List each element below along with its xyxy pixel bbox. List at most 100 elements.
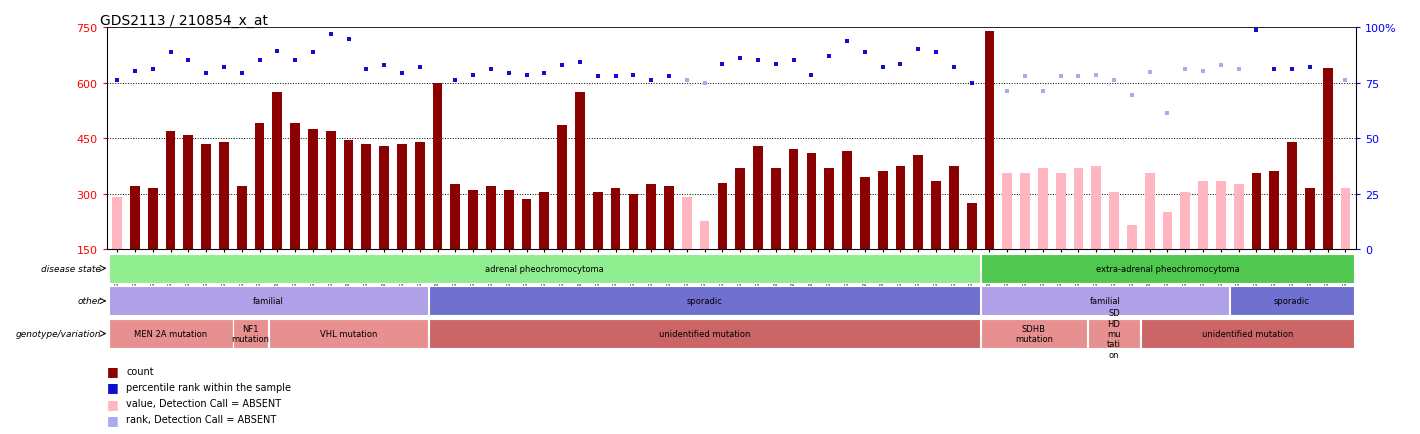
Bar bbox=[807, 154, 816, 250]
FancyBboxPatch shape bbox=[429, 287, 980, 316]
Bar bbox=[1340, 189, 1350, 250]
Bar bbox=[308, 130, 318, 250]
Bar bbox=[521, 200, 531, 250]
Text: adrenal pheochromocytoma: adrenal pheochromocytoma bbox=[486, 264, 604, 273]
Text: ■: ■ bbox=[106, 365, 118, 378]
Bar bbox=[166, 132, 176, 250]
Text: unidentified mutation: unidentified mutation bbox=[1201, 329, 1294, 338]
FancyBboxPatch shape bbox=[429, 319, 980, 348]
Text: SD
HD
mu
tati
on: SD HD mu tati on bbox=[1108, 309, 1120, 359]
FancyBboxPatch shape bbox=[981, 254, 1353, 283]
Bar bbox=[254, 124, 264, 250]
Bar bbox=[148, 189, 158, 250]
Bar bbox=[932, 181, 941, 250]
Bar bbox=[717, 183, 727, 250]
Bar bbox=[362, 145, 371, 250]
FancyBboxPatch shape bbox=[233, 319, 268, 348]
Text: percentile rank within the sample: percentile rank within the sample bbox=[126, 382, 291, 392]
Bar bbox=[540, 192, 550, 250]
Bar bbox=[486, 187, 496, 250]
Bar bbox=[469, 191, 479, 250]
Bar bbox=[646, 185, 656, 250]
Text: disease state: disease state bbox=[41, 264, 101, 273]
Bar bbox=[878, 172, 888, 250]
Bar bbox=[1322, 69, 1332, 250]
Bar bbox=[1163, 213, 1173, 250]
Bar bbox=[771, 168, 781, 250]
Bar bbox=[682, 198, 692, 250]
Bar bbox=[290, 124, 300, 250]
Bar bbox=[949, 167, 959, 250]
Text: SDHB
mutation: SDHB mutation bbox=[1015, 324, 1052, 343]
Bar bbox=[1305, 189, 1315, 250]
Bar bbox=[1038, 168, 1048, 250]
Text: familial: familial bbox=[253, 297, 284, 306]
Text: familial: familial bbox=[1089, 297, 1120, 306]
Bar bbox=[665, 187, 674, 250]
Text: ■: ■ bbox=[106, 413, 118, 426]
Bar bbox=[1145, 174, 1154, 250]
Bar bbox=[183, 135, 193, 250]
Text: other: other bbox=[77, 297, 101, 306]
Bar bbox=[824, 168, 834, 250]
Bar bbox=[112, 198, 122, 250]
Text: rank, Detection Call = ABSENT: rank, Detection Call = ABSENT bbox=[126, 414, 277, 424]
FancyBboxPatch shape bbox=[981, 319, 1086, 348]
Bar bbox=[611, 189, 621, 250]
Bar bbox=[700, 222, 710, 250]
FancyBboxPatch shape bbox=[268, 319, 429, 348]
Bar bbox=[433, 83, 443, 250]
Bar bbox=[1003, 174, 1012, 250]
FancyBboxPatch shape bbox=[109, 319, 233, 348]
Text: MEN 2A mutation: MEN 2A mutation bbox=[133, 329, 207, 338]
Bar bbox=[984, 32, 994, 250]
Bar bbox=[1198, 181, 1208, 250]
Bar bbox=[237, 187, 247, 250]
Bar bbox=[344, 141, 354, 250]
Bar bbox=[327, 132, 335, 250]
Bar bbox=[788, 150, 798, 250]
Bar bbox=[504, 191, 514, 250]
Bar bbox=[1234, 185, 1244, 250]
Text: value, Detection Call = ABSENT: value, Detection Call = ABSENT bbox=[126, 398, 281, 408]
Bar bbox=[415, 142, 425, 250]
Text: sporadic: sporadic bbox=[687, 297, 723, 306]
Bar bbox=[202, 145, 212, 250]
Bar bbox=[1074, 168, 1083, 250]
FancyBboxPatch shape bbox=[109, 287, 429, 316]
FancyBboxPatch shape bbox=[1088, 319, 1140, 348]
Text: unidentified mutation: unidentified mutation bbox=[659, 329, 750, 338]
Bar bbox=[861, 178, 869, 250]
FancyBboxPatch shape bbox=[109, 254, 980, 283]
Bar bbox=[753, 146, 763, 250]
Bar bbox=[736, 168, 746, 250]
Bar bbox=[842, 152, 852, 250]
Text: GDS2113 / 210854_x_at: GDS2113 / 210854_x_at bbox=[101, 14, 268, 28]
Bar bbox=[575, 93, 585, 250]
Bar bbox=[913, 155, 923, 250]
Bar bbox=[219, 142, 229, 250]
Text: NF1
mutation: NF1 mutation bbox=[231, 324, 270, 343]
Bar bbox=[450, 185, 460, 250]
Bar bbox=[1127, 226, 1136, 250]
Bar bbox=[557, 126, 567, 250]
FancyBboxPatch shape bbox=[981, 287, 1230, 316]
Text: extra-adrenal pheochromocytoma: extra-adrenal pheochromocytoma bbox=[1096, 264, 1240, 273]
Text: ■: ■ bbox=[106, 381, 118, 394]
Text: VHL mutation: VHL mutation bbox=[320, 329, 378, 338]
Bar bbox=[1216, 181, 1225, 250]
Bar bbox=[1109, 192, 1119, 250]
Text: count: count bbox=[126, 366, 153, 376]
Bar bbox=[1269, 172, 1279, 250]
Bar bbox=[1287, 142, 1296, 250]
Bar bbox=[273, 93, 283, 250]
Bar bbox=[967, 204, 977, 250]
Bar bbox=[398, 145, 408, 250]
Bar bbox=[131, 187, 141, 250]
Text: ■: ■ bbox=[106, 397, 118, 410]
Bar bbox=[896, 167, 906, 250]
Text: genotype/variation: genotype/variation bbox=[16, 329, 101, 338]
Bar bbox=[379, 146, 389, 250]
Bar bbox=[1180, 192, 1190, 250]
Bar bbox=[1251, 174, 1261, 250]
